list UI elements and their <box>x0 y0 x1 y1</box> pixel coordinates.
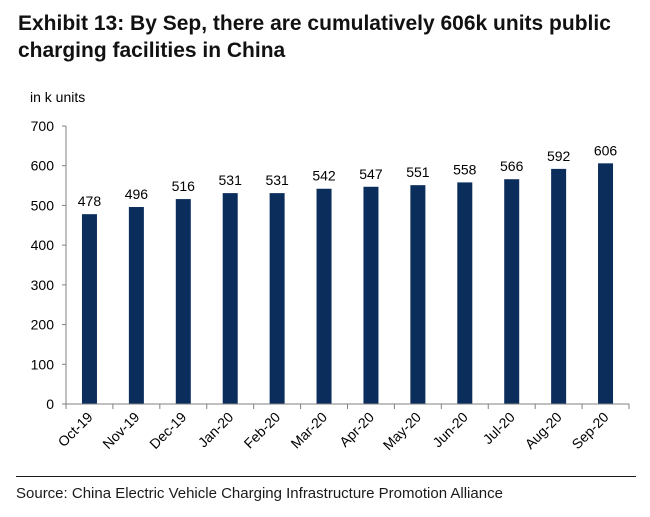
x-tick-label: Jan-20 <box>195 409 237 451</box>
value-label: 542 <box>312 168 336 184</box>
y-tick-label: 700 <box>31 118 55 134</box>
x-tick-label: Jun-20 <box>429 409 471 451</box>
x-tick-label: May-20 <box>380 409 424 453</box>
y-tick-label: 400 <box>31 237 55 253</box>
bar-chart: 0 100 200 300 400 500 600 700 478 496 516 531 531 54… <box>31 118 630 453</box>
value-label: 558 <box>453 161 477 177</box>
value-label: 566 <box>500 158 524 174</box>
x-tick-label: Dec-19 <box>146 409 189 452</box>
y-tick-label: 100 <box>31 356 55 372</box>
x-tick-label: Oct-19 <box>55 409 96 450</box>
y-tick-label: 200 <box>31 317 55 333</box>
value-label: 516 <box>172 178 196 194</box>
bar-jan-20 <box>222 193 238 404</box>
x-axis-ticks: Oct-19 Nov-19 Dec-19 Jan-20 Feb-20 Mar-20 Apr-… <box>55 404 630 453</box>
value-label: 496 <box>125 186 149 202</box>
bar-apr-20 <box>363 186 379 404</box>
bar-jul-20 <box>504 179 520 404</box>
bar-sep-20 <box>598 163 614 404</box>
value-label: 592 <box>547 148 571 164</box>
value-label: 606 <box>594 142 618 158</box>
value-label: 551 <box>406 164 430 180</box>
x-tick-label: Mar-20 <box>287 409 330 452</box>
x-tick-label: Feb-20 <box>241 409 284 452</box>
bars-group <box>81 163 614 404</box>
x-tick-label: Aug-20 <box>522 409 565 452</box>
value-label: 547 <box>359 166 383 182</box>
value-labels-group: 478 496 516 531 531 542 547 551 558 566 592 606 <box>78 142 618 209</box>
value-label: 531 <box>219 172 243 188</box>
bar-aug-20 <box>551 168 567 404</box>
x-tick-label: Sep-20 <box>568 409 611 452</box>
x-tick-label: Apr-20 <box>336 409 377 450</box>
bar-oct-19 <box>81 214 97 404</box>
footer-divider <box>16 476 636 477</box>
x-tick-label: Jul-20 <box>480 409 518 447</box>
bar-nov-19 <box>128 207 144 404</box>
y-tick-label: 500 <box>31 197 55 213</box>
y-axis-ticks: 0 100 200 300 400 500 600 700 <box>31 118 66 412</box>
x-tick-label: Nov-19 <box>99 409 142 452</box>
bar-may-20 <box>410 185 426 404</box>
bar-feb-20 <box>269 193 285 404</box>
value-label: 478 <box>78 193 102 209</box>
chart-title: Exhibit 13: By Sep, there are cumulative… <box>18 12 611 62</box>
bar-dec-19 <box>175 199 191 404</box>
bar-mar-20 <box>316 188 332 404</box>
y-tick-label: 0 <box>46 396 54 412</box>
bar-jun-20 <box>457 182 473 404</box>
y-axis-unit-label: in k units <box>30 89 86 105</box>
y-tick-label: 300 <box>31 277 55 293</box>
y-tick-label: 600 <box>31 158 55 174</box>
source-note: Source: China Electric Vehicle Charging … <box>16 485 503 502</box>
value-label: 531 <box>265 172 289 188</box>
